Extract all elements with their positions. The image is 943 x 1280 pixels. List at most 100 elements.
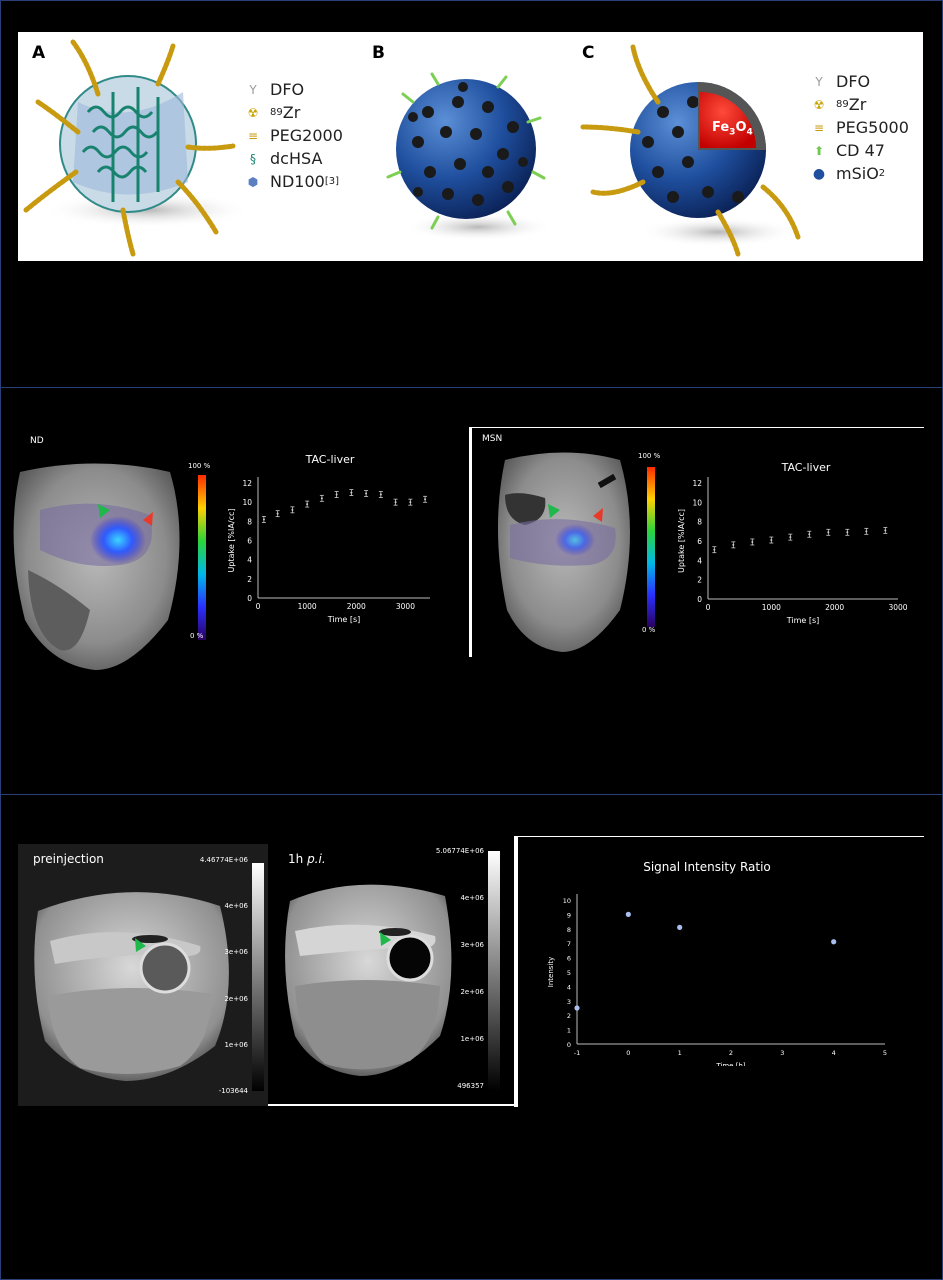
colorbar-tick-label: 3e+06: [224, 948, 248, 957]
data-point: [731, 541, 736, 549]
x-tick-label: 3: [780, 1049, 784, 1057]
x-tick-label: 2000: [825, 603, 844, 612]
schematic-panel: A B C: [18, 32, 923, 261]
mri-panel-divider: [514, 837, 518, 1107]
y-axis-label: Uptake [%IA/cc]: [227, 509, 236, 573]
y-tick-label: 0: [697, 595, 702, 604]
x-tick-label: 4: [832, 1049, 836, 1057]
legend-a-item: ☢ 89 Zr: [242, 101, 343, 124]
msn-particle: [386, 72, 553, 241]
y-tick-label: 8: [697, 518, 702, 527]
colorbar-tick-label: -103644: [218, 1087, 248, 1095]
y-tick-label: 0: [567, 1041, 571, 1049]
core-shell-particle: [580, 44, 801, 257]
y-tick-label: 2: [247, 575, 252, 584]
y-tick-label: 8: [247, 517, 252, 526]
x-tick-label: 1000: [298, 602, 317, 611]
x-tick-label: 0: [256, 602, 261, 611]
cd47-icon: ⬆: [813, 143, 825, 158]
y-tick-label: 4: [567, 983, 571, 991]
data-point: [807, 530, 812, 538]
x-tick-label: 0: [626, 1049, 630, 1057]
panel-a-label: A: [32, 43, 46, 63]
x-tick-label: 2: [729, 1049, 733, 1057]
data-point: [423, 495, 428, 503]
pet-nd-scale-bottom: 0 %: [190, 632, 204, 640]
legend-a-item: ≡ PEG2000: [242, 124, 343, 147]
pet-nd-scale-top: 100 %: [188, 462, 211, 470]
y-axis-label: Uptake [%IA/cc]: [677, 509, 686, 573]
dfo-icon: Y: [249, 82, 257, 97]
y-tick-label: 6: [697, 537, 702, 546]
colorbar-tick-label: 4e+06: [224, 902, 248, 911]
legend-a-item: ⬢ ND100 [3]: [242, 170, 343, 193]
y-axis-label: Intensity: [547, 957, 555, 987]
data-point: [750, 538, 755, 546]
y-tick-label: 12: [242, 479, 252, 488]
y-tick-label: 12: [692, 479, 702, 488]
x-tick-label: 3000: [888, 603, 907, 612]
legend-c: Y DFO ☢ 89 Zr ≡ PEG5000 ⬆ CD 47 ● mSiO 2: [808, 70, 909, 185]
mri-images: [18, 844, 500, 1106]
x-tick-label: 1: [678, 1049, 682, 1057]
legend-c-item: ≡ PEG5000: [808, 116, 909, 139]
tac-liver-chart-nd: TAC-liver 0 1000 2000 3000 0 2 4 6 8 10 12 Time [s] U…: [227, 453, 430, 624]
pet-images: [13, 452, 655, 670]
pet-msn-image: [497, 452, 630, 652]
panel-b-label: B: [372, 43, 385, 63]
data-point: [334, 491, 339, 498]
legend-c-item: Y DFO: [808, 70, 909, 93]
colorbar-tick-label: 2e+06: [224, 994, 248, 1003]
colorbar-tick-label: 2e+06: [460, 988, 484, 996]
legend-a: Y DFO ☢ 89 Zr ≡ PEG2000 § dcHSA ⬢ ND100 [3]: [242, 78, 343, 193]
y-tick-label: 10: [563, 897, 571, 905]
legend-c-item: ● mSiO 2: [808, 162, 909, 185]
data-point: [826, 528, 831, 536]
data-point: [275, 510, 280, 518]
pet-msn-colorbar: [647, 467, 655, 627]
data-point: [883, 526, 888, 534]
data-point: [864, 527, 869, 535]
mri-pre-colorbar: [252, 863, 264, 1091]
mri-pre-image: [34, 892, 229, 1081]
nd100-icon: ⬢: [247, 174, 259, 189]
peg-icon: ≡: [247, 128, 259, 143]
pet-msn-scale-bottom: 0 %: [642, 626, 656, 634]
x-axis-label: Time [h]: [715, 1062, 746, 1066]
pet-panel-top-rule: [469, 427, 924, 428]
colorbar-tick-label: 1e+06: [224, 1040, 248, 1049]
y-tick-label: 10: [692, 498, 702, 507]
pet-msn-scale-top: 100 %: [638, 452, 661, 460]
chart-title: TAC-liver: [781, 461, 831, 474]
chart-title: TAC-liver: [305, 453, 355, 466]
colorbar-tick-label: 3e+06: [460, 941, 484, 949]
pet-msn-label: MSN: [482, 434, 503, 444]
colorbar-tick-label: 4e+06: [460, 894, 484, 902]
y-tick-label: 4: [247, 556, 252, 565]
y-tick-label: 6: [567, 955, 571, 963]
y-tick-label: 2: [697, 576, 702, 585]
mri-panel-top-rule: [514, 836, 924, 837]
y-tick-label: 6: [247, 537, 252, 546]
legend-a-item: § dcHSA: [242, 147, 343, 170]
data-point: [261, 516, 266, 523]
x-tick-label: 0: [706, 603, 711, 612]
data-point: [349, 489, 354, 496]
fe3o4-label: Fe3O4: [712, 120, 753, 138]
tac-liver-chart-msn: TAC-liver 0 1000 2000 3000 0 2 4 6 8 10 12 Time [s] U…: [677, 461, 908, 625]
x-tick-label: 2000: [347, 602, 366, 611]
msio2-icon: ●: [812, 165, 826, 182]
section-divider-2: [0, 794, 943, 795]
y-tick-label: 5: [567, 969, 571, 977]
y-tick-label: 4: [697, 556, 702, 565]
data-point: [408, 498, 413, 506]
colorbar-tick-label: 496357: [457, 1082, 484, 1090]
mri-pre-label: preinjection: [33, 852, 104, 866]
data-point: [831, 939, 837, 945]
legend-c-item: ☢ 89 Zr: [808, 93, 909, 116]
y-tick-label: 1: [567, 1027, 571, 1035]
data-point: [769, 536, 774, 544]
peg-icon: ≡: [813, 120, 825, 135]
mri-post-colorbar: [488, 851, 500, 1091]
mri-post-label: 1h p.i.: [288, 852, 326, 866]
